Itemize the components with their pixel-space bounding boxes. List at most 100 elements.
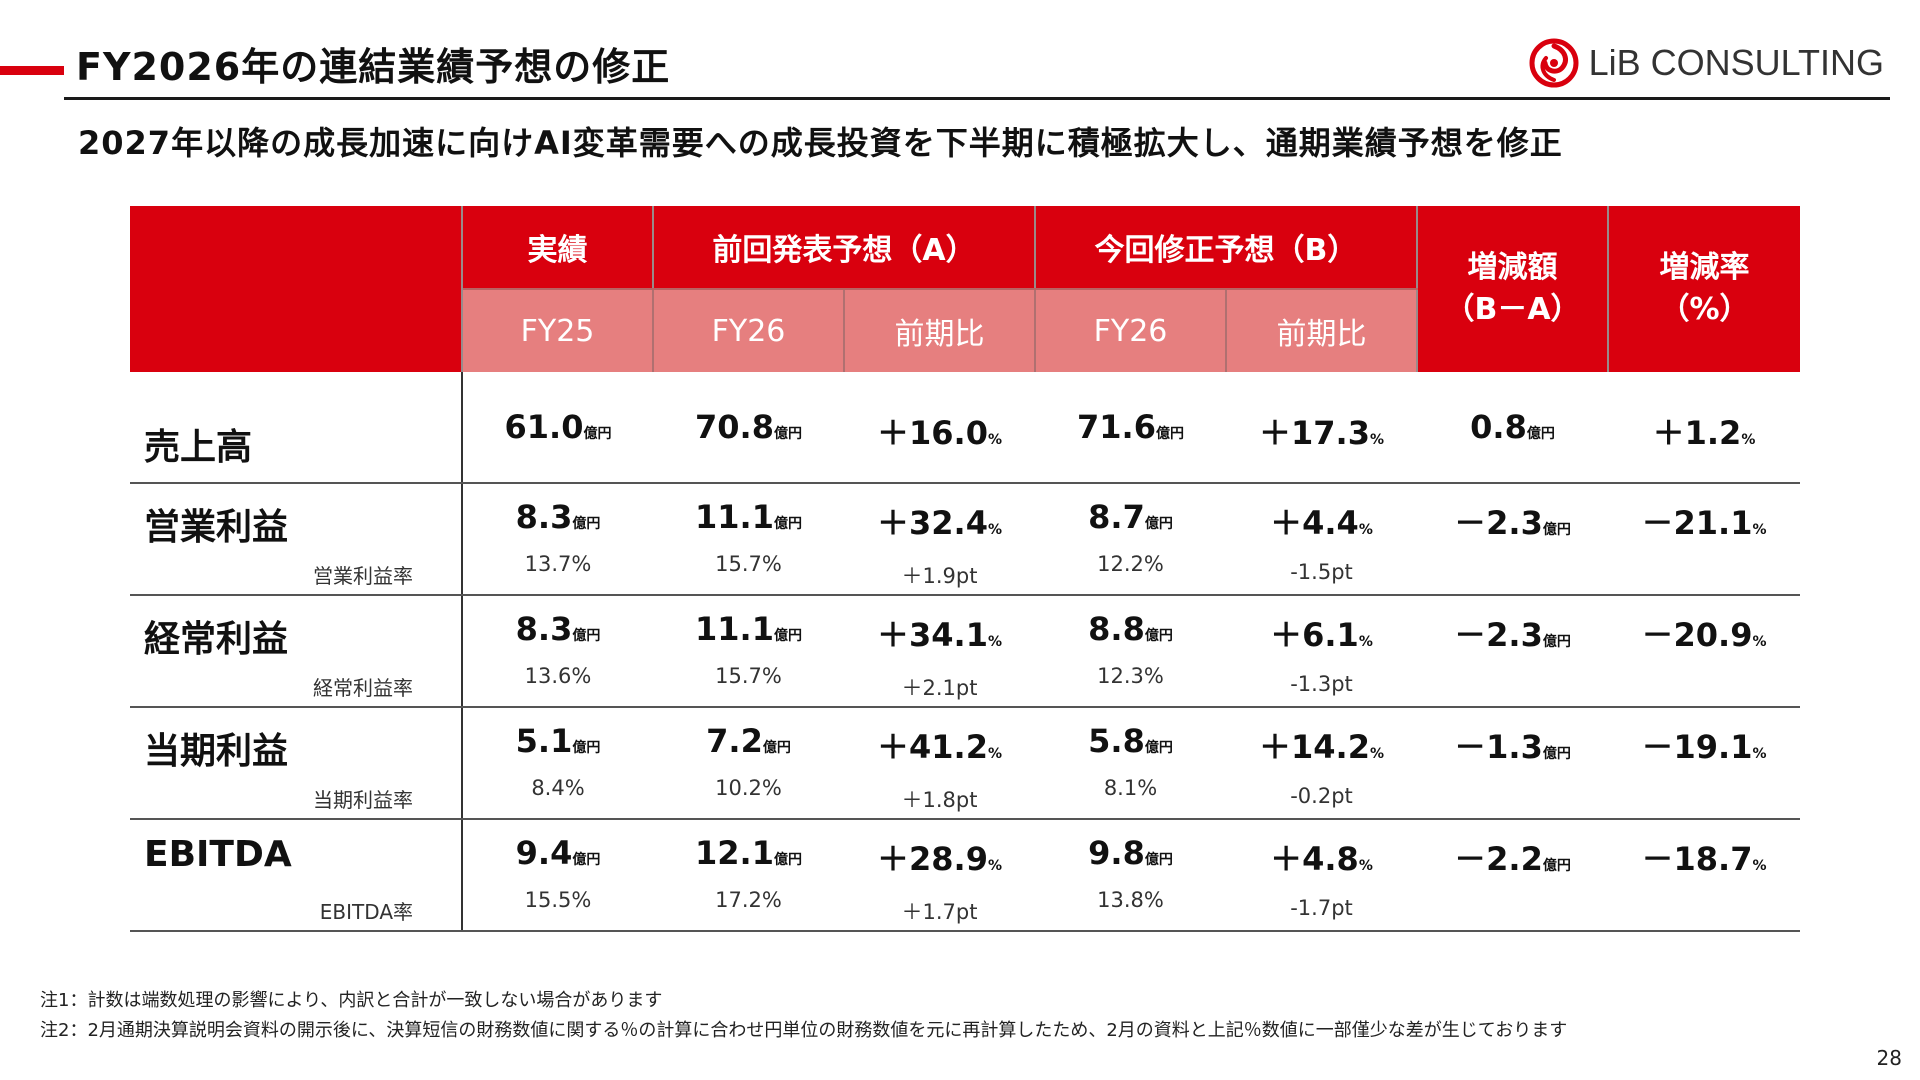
table-row: 売上高 61.0億円 70.8億円 ＋16.0% 71.6億円 ＋17.3% 0.8億円 ＋1…: [130, 372, 1800, 484]
main-value: －18.7%: [1608, 820, 1800, 880]
value-number: －19.1: [1641, 728, 1753, 766]
main-value: ＋4.4%: [1226, 484, 1417, 544]
row-sub-label: 当期利益率: [313, 788, 413, 812]
value-unit: 億円: [1542, 746, 1571, 762]
margin-value: -1.5pt: [1290, 560, 1353, 584]
value-number: 7.2: [706, 722, 763, 760]
main-value: 11.1億円: [653, 484, 844, 536]
main-value: ＋41.2%: [844, 708, 1035, 768]
table-row: EBITDA EBITDA率 9.4億円 15.5% 12.1億円 17.2% ＋28.9%…: [130, 819, 1800, 932]
main-value: 5.1億円: [463, 708, 653, 760]
value-cell: ＋17.3%: [1226, 372, 1417, 484]
main-value: 61.0億円: [463, 372, 653, 446]
value-unit: %: [987, 634, 1002, 650]
subheader-fy25: FY25: [462, 289, 653, 372]
value-number: 9.8: [1088, 834, 1145, 872]
value-cell: 7.2億円 10.2%: [653, 707, 844, 820]
header-change-rate: 増減率 （%）: [1607, 206, 1800, 372]
main-value: 71.6億円: [1035, 372, 1226, 446]
margin-value: -0.2pt: [1290, 784, 1353, 808]
value-cell: 11.1億円 15.7%: [653, 595, 844, 708]
value-number: ＋28.9: [877, 840, 988, 878]
value-cell: ＋28.9% ＋1.7pt: [844, 819, 1035, 932]
value-cell: ＋41.2% ＋1.8pt: [844, 707, 1035, 820]
table-header-corner: [130, 206, 463, 372]
row-label-cell: 売上高: [130, 372, 463, 484]
value-unit: 億円: [773, 516, 802, 532]
row-label-cell: EBITDA EBITDA率: [130, 819, 463, 932]
value-unit: %: [1752, 522, 1767, 538]
value-cell: ＋34.1% ＋2.1pt: [844, 595, 1035, 708]
title-divider: [64, 97, 1890, 100]
main-value: 70.8億円: [653, 372, 844, 446]
main-value: ＋1.2%: [1608, 372, 1800, 454]
value-number: ＋4.8: [1270, 840, 1359, 878]
value-cell: 8.3億円 13.6%: [462, 595, 653, 708]
row-label-cell: 経常利益 経常利益率: [130, 595, 463, 708]
row-label-cell: 当期利益 当期利益率: [130, 707, 463, 820]
value-number: 9.4: [515, 834, 573, 872]
margin-value: 8.4%: [531, 776, 585, 800]
value-number: 11.1: [695, 610, 774, 648]
value-number: ＋41.2: [877, 728, 988, 766]
value-cell: ＋1.2%: [1608, 372, 1800, 484]
title-accent-bar: [0, 66, 64, 75]
swirl-logo-icon: [1529, 38, 1579, 88]
subheader-fy26-previous: FY26: [652, 289, 844, 372]
value-cell: ＋14.2% -0.2pt: [1226, 707, 1417, 820]
value-cell: 9.4億円 15.5%: [462, 819, 653, 932]
value-cell: －2.3億円: [1417, 595, 1608, 708]
value-unit: %: [1752, 858, 1767, 874]
row-label-cell: 営業利益 営業利益率: [130, 483, 463, 596]
value-unit: 億円: [1542, 522, 1571, 538]
value-unit: %: [1358, 858, 1373, 874]
value-unit: 億円: [773, 628, 802, 644]
margin-value: 13.6%: [524, 664, 592, 688]
main-value: 9.8億円: [1035, 820, 1226, 872]
main-value: ＋17.3%: [1226, 372, 1417, 454]
main-value: ＋6.1%: [1226, 596, 1417, 656]
value-cell: 71.6億円: [1035, 372, 1226, 484]
value-cell: －18.7%: [1608, 819, 1800, 932]
page-subtitle: 2027年以降の成長加速に向けAI変革需要への成長投資を下半期に積極拡大し、通期…: [78, 124, 1563, 162]
main-value: －1.3億円: [1417, 708, 1608, 768]
main-value: 8.3億円: [463, 596, 653, 648]
value-unit: 億円: [773, 426, 802, 442]
value-cell: －1.3億円: [1417, 707, 1608, 820]
note-2: 注2：2月通期決算説明会資料の開示後に、決算短信の財務数値に関する％の計算に合わ…: [40, 1020, 1568, 1041]
main-value: 7.2億円: [653, 708, 844, 760]
margin-value: ＋2.1pt: [901, 676, 978, 700]
value-unit: %: [987, 746, 1002, 762]
value-cell: －21.1%: [1608, 483, 1800, 596]
value-number: 12.1: [695, 834, 774, 872]
subheader-fy26-revised: FY26: [1034, 289, 1226, 372]
value-unit: 億円: [1155, 426, 1184, 442]
margin-value: 15.7%: [715, 664, 782, 688]
value-unit: 億円: [572, 628, 601, 644]
main-value: 11.1億円: [653, 596, 844, 648]
value-unit: %: [1358, 634, 1373, 650]
value-number: ＋17.3: [1259, 414, 1370, 452]
logo-text: LiB CONSULTING: [1588, 42, 1884, 83]
main-value: －2.2億円: [1417, 820, 1608, 880]
value-cell: ＋4.4% -1.5pt: [1226, 483, 1417, 596]
value-number: －20.9: [1641, 616, 1753, 654]
margin-value: 13.7%: [524, 552, 592, 576]
main-value: 8.7億円: [1035, 484, 1226, 536]
margin-value: 13.8%: [1097, 888, 1164, 912]
header-change-amount: 増減額 （B－A）: [1416, 206, 1608, 372]
row-label: 経常利益: [144, 619, 289, 660]
value-cell: －20.9%: [1608, 595, 1800, 708]
value-unit: 億円: [572, 740, 601, 756]
value-number: －18.7: [1641, 840, 1753, 878]
value-number: 5.1: [515, 722, 573, 760]
value-number: 5.8: [1088, 722, 1145, 760]
main-value: 9.4億円: [463, 820, 653, 872]
margin-value: ＋1.9pt: [901, 564, 978, 588]
value-unit: %: [1369, 746, 1384, 762]
value-unit: 億円: [1526, 426, 1555, 442]
value-number: 8.3: [515, 498, 573, 536]
subheader-yoy-previous: 前期比: [843, 289, 1035, 372]
value-number: ＋1.2: [1652, 414, 1742, 452]
margin-value: 12.3%: [1097, 664, 1164, 688]
